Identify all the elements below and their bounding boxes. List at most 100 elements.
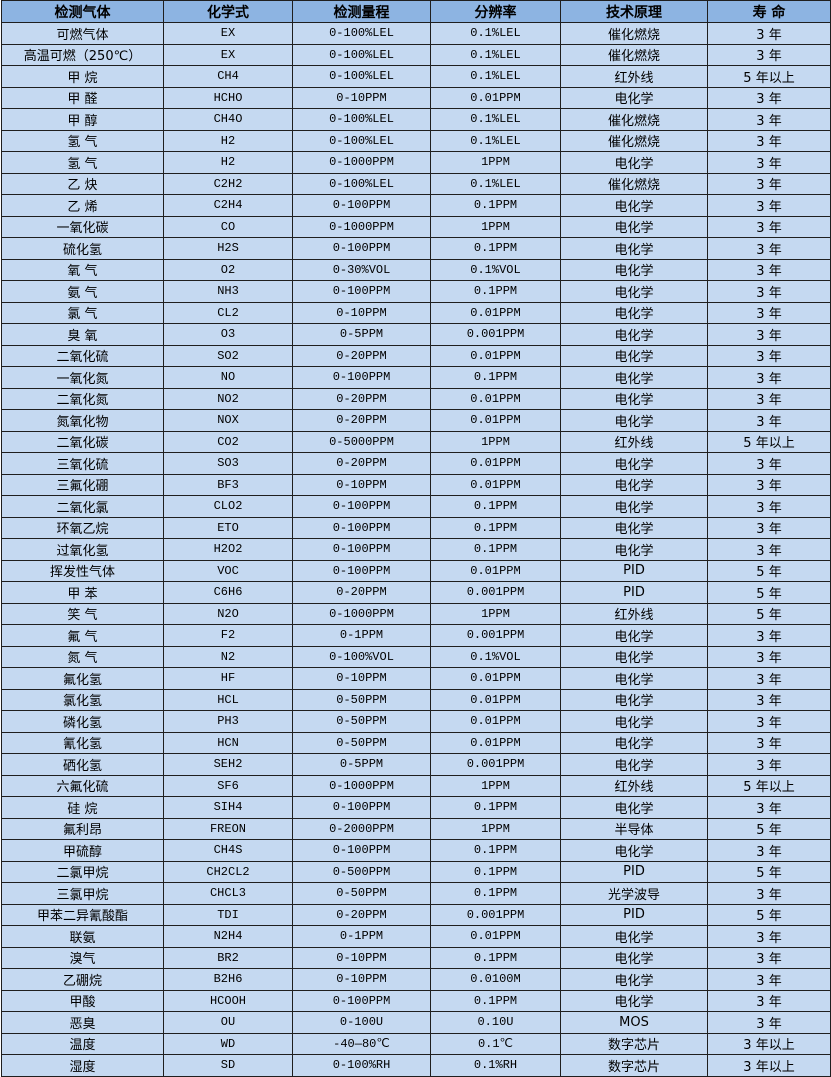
resolution-cell: 0.1PPM [430,237,561,260]
principle-cell: 数字芯片 [560,1054,708,1077]
resolution-cell: 0.1%LEL [430,65,561,88]
range-cell: 0-100PPM [292,796,431,819]
resolution-cell: 0.01PPM [430,301,561,324]
gas-cell: 甲酸 [1,989,164,1012]
principle-cell: 电化学 [560,688,708,711]
formula-cell: SEH2 [163,753,293,776]
table-row: 氢 气 H2 0-100%LEL 0.1%LEL 催化燃烧 3 年 [1,129,831,152]
range-cell: 0-20PPM [292,387,431,410]
resolution-cell: 0.1PPM [430,495,561,518]
resolution-cell: 0.1%VOL [430,645,561,668]
table-row: 甲 醛 HCHO 0-10PPM 0.01PPM 电化学 3 年 [1,86,831,109]
principle-cell: 电化学 [560,237,708,260]
range-cell: 0-500PPM [292,860,431,883]
principle-cell: 电化学 [560,968,708,991]
lifespan-cell: 5 年 [707,817,831,840]
formula-cell: ETO [163,516,293,539]
table-row: 湿度 SD 0-100%RH 0.1%RH 数字芯片 3 年以上 [1,1054,831,1077]
formula-cell: FREON [163,817,293,840]
principle-cell: 电化学 [560,215,708,238]
formula-cell: N2O [163,602,293,625]
gas-cell: 氮氧化物 [1,409,164,432]
lifespan-cell: 3 年 [707,882,831,905]
lifespan-cell: 3 年 [707,172,831,195]
formula-cell: CH4O [163,108,293,131]
formula-cell: HF [163,667,293,690]
principle-cell: 红外线 [560,430,708,453]
gas-cell: 甲 醛 [1,86,164,109]
formula-cell: OU [163,1011,293,1034]
range-cell: 0-20PPM [292,452,431,475]
range-cell: 0-10PPM [292,86,431,109]
resolution-cell: 0.10U [430,1011,561,1034]
formula-cell: CH2CL2 [163,860,293,883]
resolution-cell: 1PPM [430,430,561,453]
resolution-cell: 1PPM [430,817,561,840]
resolution-cell: 0.01PPM [430,688,561,711]
range-cell: 0-100PPM [292,237,431,260]
table-row: 甲 苯 C6H6 0-20PPM 0.001PPM PID 5 年 [1,581,831,604]
lifespan-cell: 3 年 [707,344,831,367]
range-cell: 0-5PPM [292,753,431,776]
resolution-cell: 0.1PPM [430,516,561,539]
range-cell: 0-5PPM [292,323,431,346]
principle-cell: 电化学 [560,258,708,281]
range-cell: 0-100PPM [292,280,431,303]
lifespan-cell: 5 年以上 [707,65,831,88]
formula-cell: BR2 [163,946,293,969]
resolution-cell: 0.01PPM [430,925,561,948]
resolution-cell: 0.1%LEL [430,172,561,195]
lifespan-cell: 5 年 [707,860,831,883]
principle-cell: 电化学 [560,409,708,432]
principle-cell: 电化学 [560,839,708,862]
formula-cell: VOC [163,559,293,582]
table-row: 笑 气 N2O 0-1000PPM 1PPM 红外线 5 年 [1,602,831,625]
lifespan-cell: 5 年 [707,602,831,625]
range-cell: 0-100PPM [292,366,431,389]
formula-cell: EX [163,22,293,45]
range-cell: 0-30%VOL [292,258,431,281]
principle-cell: 催化燃烧 [560,129,708,152]
gas-cell: 甲 烷 [1,65,164,88]
formula-cell: NO [163,366,293,389]
principle-cell: 电化学 [560,538,708,561]
lifespan-cell: 5 年 [707,581,831,604]
principle-cell: 红外线 [560,602,708,625]
principle-cell: 半导体 [560,817,708,840]
formula-cell: C2H4 [163,194,293,217]
principle-cell: 数字芯片 [560,1032,708,1055]
table-row: 硫化氢 H2S 0-100PPM 0.1PPM 电化学 3 年 [1,237,831,260]
range-cell: 0-20PPM [292,344,431,367]
range-cell: 0-2000PPM [292,817,431,840]
table-row: 挥发性气体 VOC 0-100PPM 0.01PPM PID 5 年 [1,559,831,582]
formula-cell: SF6 [163,774,293,797]
lifespan-cell: 3 年 [707,989,831,1012]
formula-cell: CO [163,215,293,238]
gas-cell: 甲 苯 [1,581,164,604]
lifespan-cell: 5 年 [707,903,831,926]
table-row: 环氧乙烷 ETO 0-100PPM 0.1PPM 电化学 3 年 [1,516,831,539]
principle-cell: 电化学 [560,925,708,948]
formula-cell: CHCL3 [163,882,293,905]
range-cell: 0-100%LEL [292,65,431,88]
formula-cell: WD [163,1032,293,1055]
gas-cell: 臭 氧 [1,323,164,346]
table-row: 过氧化氢 H2O2 0-100PPM 0.1PPM 电化学 3 年 [1,538,831,561]
gas-cell: 二氧化硫 [1,344,164,367]
formula-cell: B2H6 [163,968,293,991]
range-cell: 0-1000PPM [292,602,431,625]
formula-cell: H2S [163,237,293,260]
range-cell: 0-1000PPM [292,151,431,174]
principle-cell: 电化学 [560,624,708,647]
resolution-cell: 0.01PPM [430,387,561,410]
table-row: 温度 WD -40—80℃ 0.1℃ 数字芯片 3 年以上 [1,1032,831,1055]
lifespan-cell: 3 年 [707,280,831,303]
table-row: 六氟化硫 SF6 0-1000PPM 1PPM 红外线 5 年以上 [1,774,831,797]
principle-cell: 电化学 [560,280,708,303]
gas-cell: 高温可燃（250℃） [1,43,164,66]
principle-cell: 光学波导 [560,882,708,905]
formula-cell: CH4 [163,65,293,88]
formula-cell: BF3 [163,473,293,496]
header-formula: 化学式 [163,0,293,23]
